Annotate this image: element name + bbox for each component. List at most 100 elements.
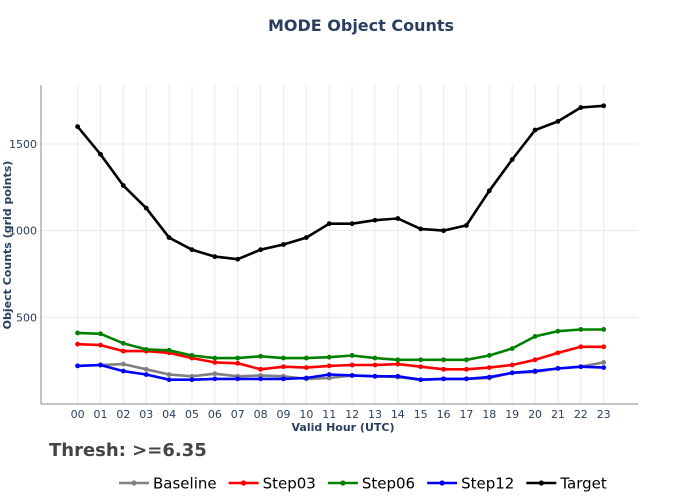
legend-marker-step03 [241,480,247,486]
data-point-step12 [578,364,584,370]
legend-item-step06[interactable]: Step06 [327,475,415,493]
data-point-target [395,216,401,221]
data-point-target [258,247,263,253]
data-point-target [578,105,584,110]
data-point-step03 [464,366,469,372]
x-tick-label: 23 [597,408,611,421]
data-point-step03 [235,360,241,366]
data-point-step03 [75,341,80,347]
legend-label-baseline: Baseline [153,475,217,493]
data-point-step12 [372,373,378,379]
legend-item-baseline[interactable]: Baseline [119,475,217,493]
data-point-step12 [189,377,195,383]
legend-item-target[interactable]: Target [526,475,607,493]
x-tick-label: 00 [71,408,85,421]
legend-marker-target [538,480,544,486]
data-point-target [303,235,309,240]
data-point-step06 [555,328,561,334]
data-point-step06 [532,333,538,339]
x-tick-label: 14 [391,408,405,421]
data-point-step12 [75,363,80,369]
data-point-step06 [143,346,149,352]
chart-title: MODE Object Counts [268,16,454,35]
data-point-step03 [441,366,446,372]
x-tick-labels: 00 01 02 03 04 05 06 07 08 09 10 11 12 13 14 15 16 17 18 19… [71,408,611,421]
data-point-step06 [120,340,126,346]
x-tick-label: 19 [505,408,519,421]
data-point-step06 [281,355,286,361]
data-point-step06 [372,355,378,361]
data-point-step06 [303,355,309,361]
data-point-target [372,217,378,223]
x-tick-label: 01 [93,408,107,421]
series-target [75,103,607,262]
data-point-step12 [326,372,332,377]
data-point-step12 [395,373,401,379]
data-point-step12 [212,376,218,382]
data-point-step12 [555,366,561,371]
data-point-step06 [441,357,446,363]
data-point-step06 [235,355,241,361]
data-point-target [349,221,355,227]
data-point-step03 [555,350,561,356]
data-point-step12 [258,376,263,382]
series-line-step12 [77,363,604,382]
data-point-step03 [281,364,286,370]
data-point-target [189,247,195,253]
x-tick-label: 12 [345,408,359,421]
data-point-baseline [120,361,126,367]
data-point-step12 [532,368,538,374]
legend-marker-step12 [439,480,445,486]
data-point-step06 [486,353,492,358]
data-point-step06 [601,327,607,332]
data-point-step12 [601,365,607,370]
y-tick-label: 500 [16,311,37,324]
data-point-step06 [258,353,263,359]
x-tick-label: 13 [368,408,382,421]
legend-label-target: Target [559,475,607,493]
x-tick-label: 09 [276,408,290,421]
data-point-step03 [532,357,538,363]
data-point-target [212,254,218,260]
data-point-baseline [212,371,218,377]
x-tick-label: 03 [139,408,153,421]
data-point-target [143,205,149,211]
data-point-step12 [349,372,355,378]
x-tick-label: 22 [574,408,588,421]
data-point-step06 [75,330,80,336]
data-point-step12 [281,376,286,382]
data-point-baseline [143,366,149,372]
threshold-annotation: Thresh: >=6.35 [49,440,207,461]
data-point-step12 [441,376,446,382]
data-point-baseline [601,359,607,365]
data-point-target [98,151,103,157]
legend[interactable]: Baseline Step03 Step06 Step12 Target [119,475,607,493]
data-point-target [326,221,332,227]
x-tick-label: 02 [116,408,130,421]
legend-marker-step06 [340,480,346,486]
data-point-target [120,183,126,188]
data-point-step06 [189,353,195,358]
data-point-target [464,223,469,228]
data-point-step03 [326,363,332,369]
x-tick-label: 04 [162,408,176,421]
series-line-step03 [77,342,604,371]
legend-item-step12[interactable]: Step12 [427,475,514,493]
x-tick-label: 11 [322,408,336,421]
legend-label-step12: Step12 [461,475,514,493]
y-axis-title: Object Counts (grid points) [1,161,14,330]
legend-marker-baseline [131,480,137,486]
data-point-baseline [166,372,172,377]
legend-label-step03: Step03 [263,475,316,493]
data-point-step03 [258,366,263,372]
series [75,103,607,383]
legend-item-step03[interactable]: Step03 [228,475,316,493]
x-tick-label: 05 [185,408,199,421]
data-point-step12 [98,362,103,368]
data-point-step12 [120,368,126,374]
data-point-target [75,124,80,130]
x-tick-label: 17 [459,408,473,421]
data-point-step06 [326,354,332,360]
data-point-target [166,235,172,240]
data-point-step03 [578,344,584,350]
